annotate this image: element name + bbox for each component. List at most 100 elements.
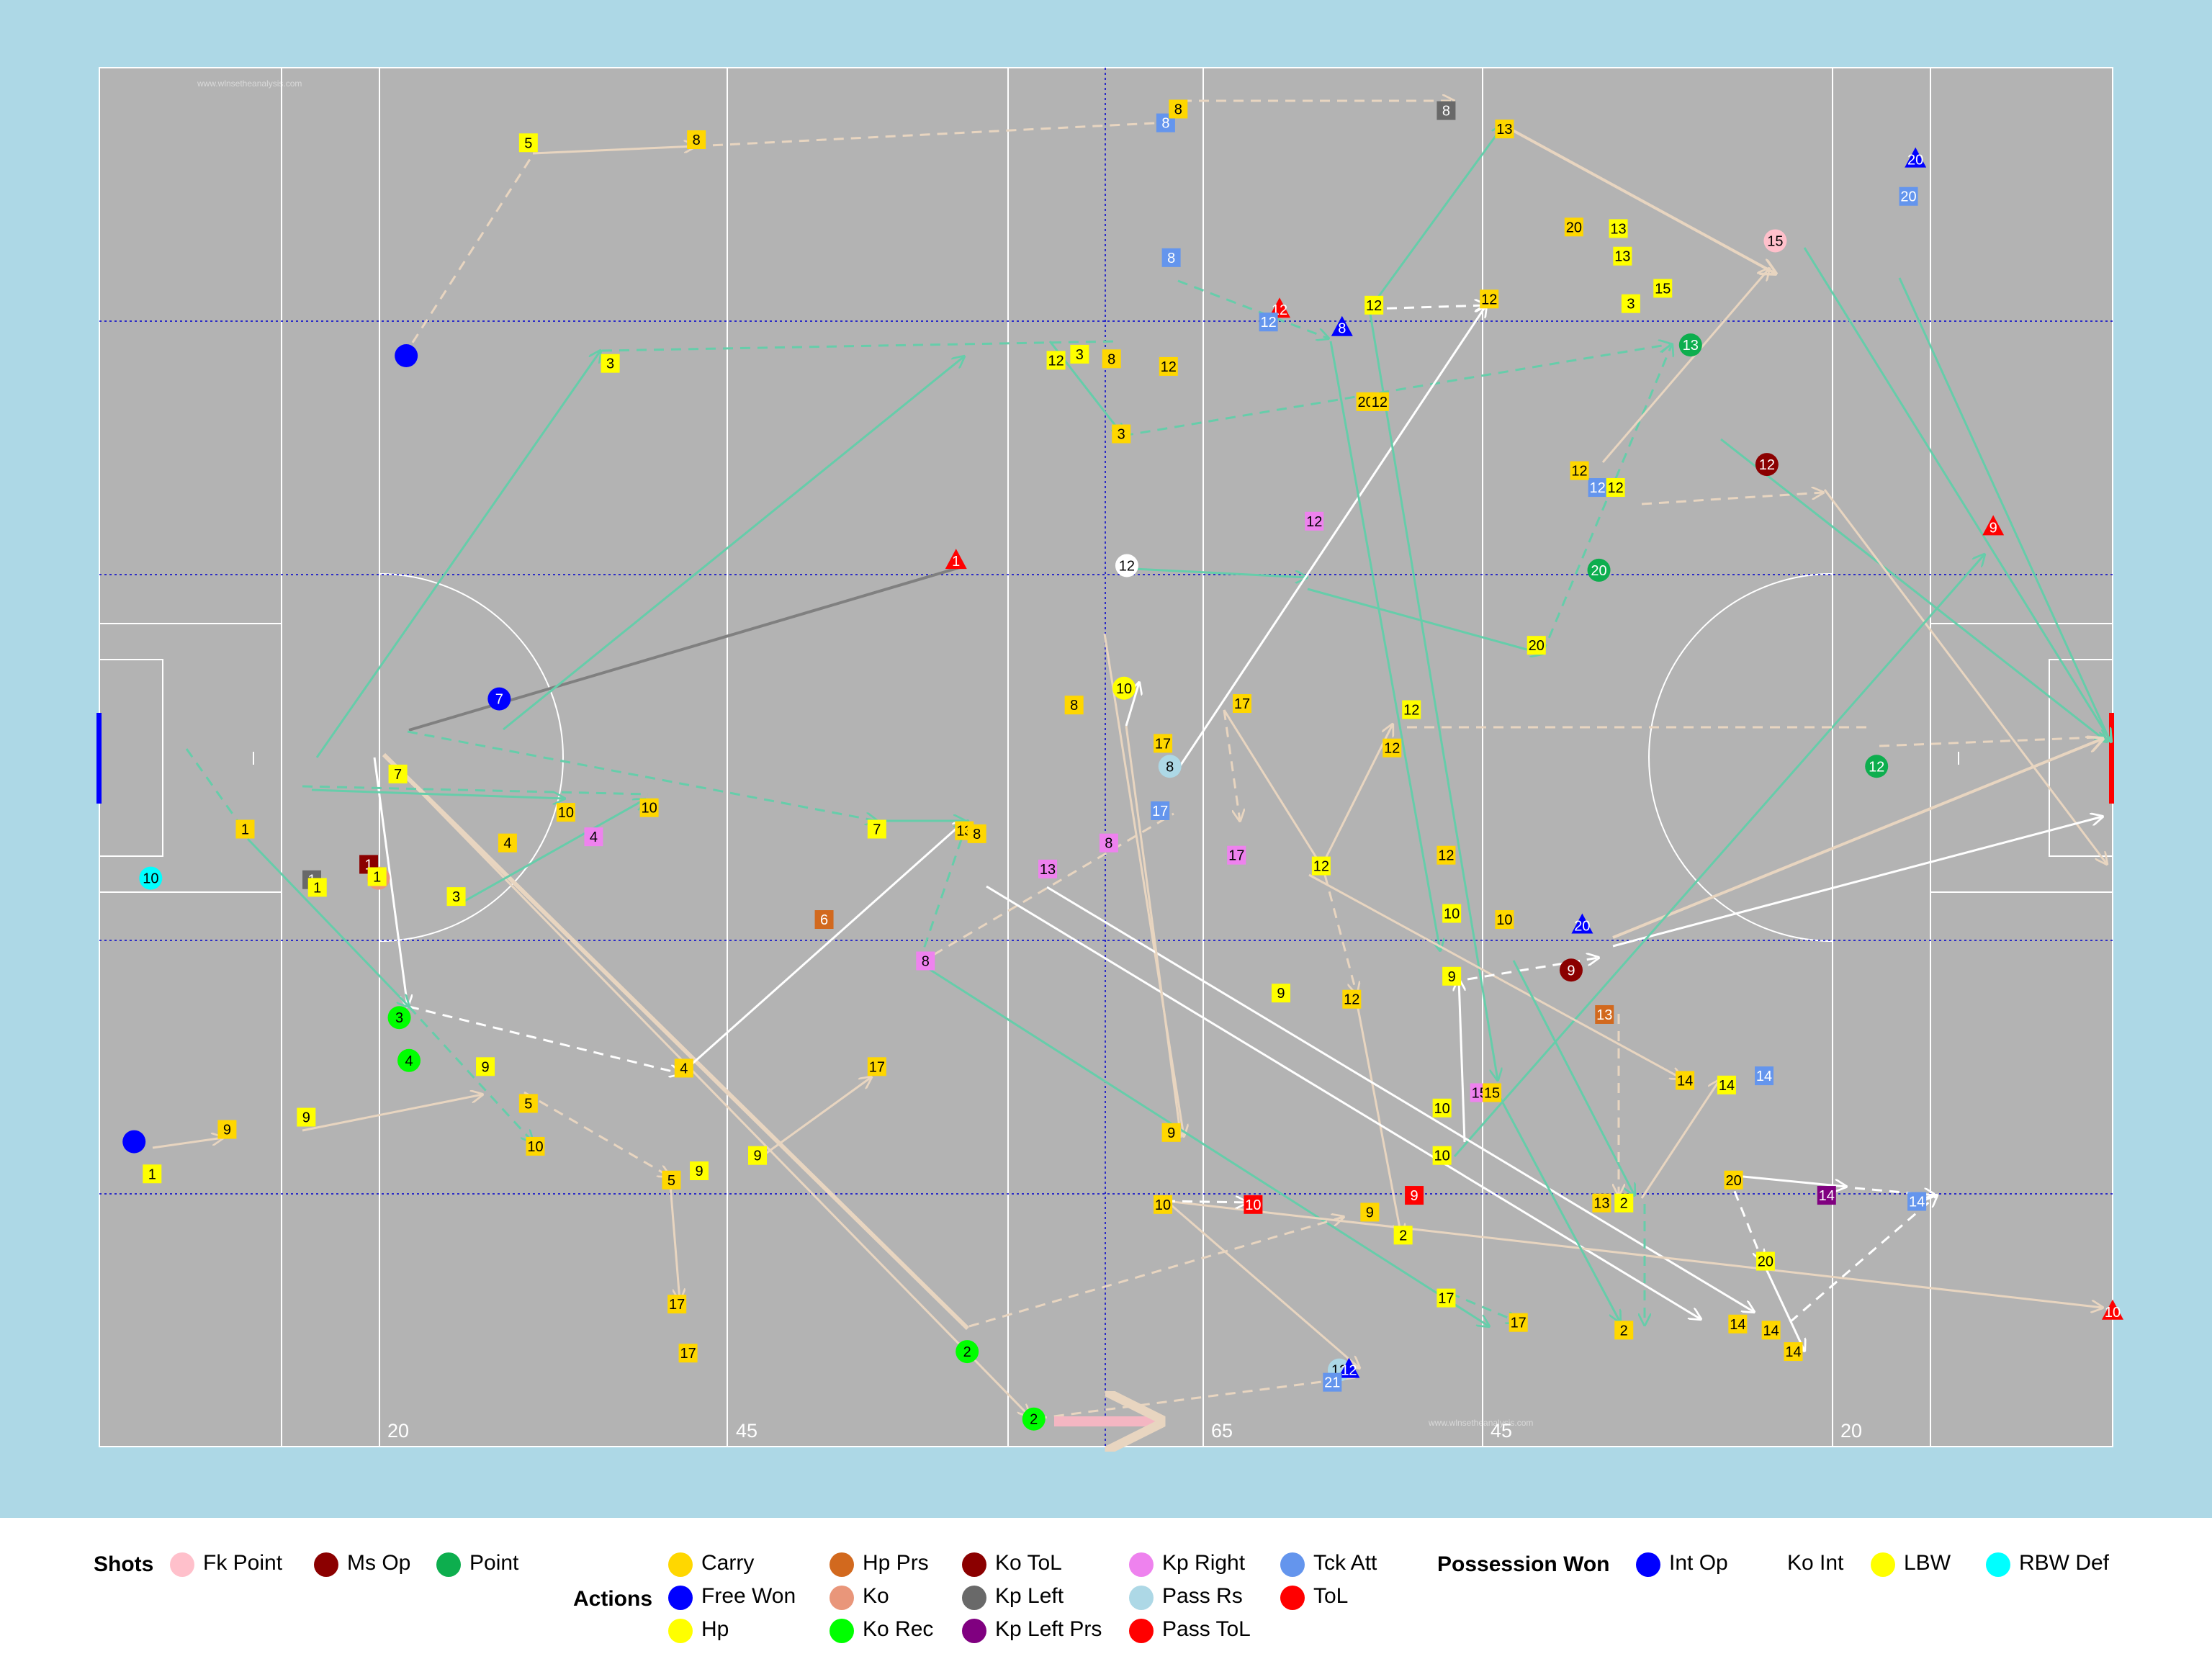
event-marker-kp-right bbox=[916, 951, 935, 971]
event-marker-label: 12 bbox=[1759, 457, 1775, 473]
event-marker-hp bbox=[1614, 1193, 1634, 1213]
event-marker-label: 12 bbox=[1869, 759, 1884, 775]
event-marker-carry bbox=[1483, 1083, 1502, 1102]
event-marker-hp bbox=[1653, 279, 1673, 298]
event-marker-label: 5 bbox=[667, 1173, 675, 1189]
event-marker-label: 14 bbox=[1677, 1073, 1693, 1089]
event-marker-label: 8 bbox=[693, 132, 701, 148]
event-lines bbox=[152, 101, 2111, 1421]
event-marker-tol bbox=[1982, 515, 2005, 536]
event-marker-carry bbox=[1169, 99, 1188, 119]
event-marker-label: 3 bbox=[1627, 297, 1635, 313]
event-marker-label: 9 bbox=[481, 1059, 489, 1075]
event-marker-tck-att bbox=[1151, 801, 1170, 820]
event-marker-kp-right bbox=[1038, 859, 1058, 878]
event-marker-label: 20 bbox=[1758, 1254, 1773, 1270]
event-marker-hp bbox=[1070, 344, 1089, 364]
event-marker-label: 10 bbox=[558, 805, 574, 821]
event-marker-label: 10 bbox=[2105, 1305, 2121, 1321]
legend-label: Kp Right bbox=[1162, 1551, 1246, 1575]
event-marker-label: 10 bbox=[1155, 1197, 1171, 1213]
event-marker-label: 12 bbox=[1260, 315, 1276, 331]
event-marker-label: 21 bbox=[1324, 1375, 1340, 1391]
event-marker-tck-att bbox=[1259, 313, 1278, 332]
event-marker-hp bbox=[601, 354, 620, 373]
event-marker-carry bbox=[1064, 696, 1084, 715]
event-marker-label: 14 bbox=[1756, 1069, 1772, 1084]
event-marker-label: 12 bbox=[1366, 298, 1382, 314]
legend-swatch bbox=[1129, 1586, 1154, 1610]
event-marker-label: 17 bbox=[1511, 1316, 1527, 1331]
event-marker-label: 17 bbox=[1438, 1291, 1454, 1307]
event-marker-kp-right bbox=[1227, 845, 1246, 865]
event-marker-label: 8 bbox=[1442, 104, 1450, 120]
event-marker-hp bbox=[1271, 984, 1290, 1003]
legend-label: Ko Rec bbox=[863, 1617, 934, 1641]
event-marker-label: 12 bbox=[1589, 480, 1605, 496]
distance-label-45-right: 45 bbox=[1491, 1420, 1512, 1442]
event-marker-carry bbox=[217, 1120, 237, 1139]
event-marker-hp-prs bbox=[814, 910, 834, 930]
event-marker-hp bbox=[307, 878, 327, 897]
event-marker-pass-rs bbox=[1158, 755, 1182, 778]
event-marker-carry bbox=[1495, 910, 1514, 930]
event-marker-label: 17 bbox=[669, 1297, 685, 1313]
legend-label: Ko Int bbox=[1787, 1551, 1844, 1575]
event-marker-label: 9 bbox=[1411, 1188, 1419, 1204]
event-marker-label: 10 bbox=[1434, 1148, 1450, 1164]
event-marker-label: 13 bbox=[1496, 122, 1512, 138]
event-marker-label: 6 bbox=[820, 912, 828, 928]
event-marker-label: 14 bbox=[1909, 1195, 1925, 1210]
legend-label: Carry bbox=[701, 1551, 755, 1575]
event-marker-hp bbox=[1046, 351, 1066, 370]
event-marker-label: 10 bbox=[143, 871, 158, 887]
event-marker-label: 12 bbox=[1161, 359, 1177, 375]
legend-label: Kp Left Prs bbox=[995, 1617, 1102, 1641]
event-marker-carry bbox=[678, 1344, 698, 1363]
event-marker-hp bbox=[518, 133, 538, 153]
event-marker-tck-att bbox=[1899, 186, 1918, 206]
event-marker-ko-int bbox=[1115, 554, 1138, 577]
event-marker-label: 8 bbox=[1338, 321, 1346, 337]
event-marker-kp-left bbox=[1437, 101, 1456, 120]
watermark-top: www.wlnsetheanalysis.com bbox=[197, 78, 302, 89]
event-marker-carry bbox=[1570, 461, 1589, 480]
event-marker-label: 15 bbox=[1484, 1085, 1500, 1101]
event-marker-ms-op bbox=[1755, 453, 1779, 477]
event-marker-label: 17 bbox=[1234, 696, 1250, 712]
event-marker-carry bbox=[1676, 1071, 1695, 1090]
event-marker-tck-att bbox=[1588, 478, 1607, 498]
event-marker-label: 8 bbox=[1105, 836, 1112, 852]
event-marker-tck-att bbox=[1161, 248, 1181, 267]
event-marker-label: 7 bbox=[394, 767, 402, 783]
event-marker-hp bbox=[1442, 966, 1462, 986]
event-marker-label: 10 bbox=[1496, 912, 1512, 928]
event-marker-label: 3 bbox=[1076, 347, 1084, 363]
legend-title-possession-won: Possession Won bbox=[1437, 1552, 1610, 1576]
event-marker-label: 1 bbox=[313, 880, 321, 896]
event-marker-carry bbox=[687, 130, 706, 150]
event-marker-tol bbox=[2102, 1299, 2123, 1320]
legend-swatch bbox=[1280, 1586, 1305, 1610]
event-marker-label: 8 bbox=[922, 953, 930, 969]
event-marker-free-won bbox=[1905, 147, 1927, 168]
event-marker-carry bbox=[674, 1058, 693, 1078]
event-marker-label: 1 bbox=[365, 857, 373, 873]
event-marker-label: 12 bbox=[1438, 848, 1454, 864]
event-marker-carry bbox=[1112, 424, 1131, 444]
legend-label: Ms Op bbox=[347, 1551, 411, 1575]
event-marker-tck-att bbox=[1755, 1066, 1774, 1086]
event-marker-label: 13 bbox=[1040, 862, 1056, 878]
distance-label-45-left: 45 bbox=[736, 1420, 757, 1442]
event-marker-label: 2 bbox=[1620, 1323, 1628, 1339]
event-marker-label: 5 bbox=[524, 1096, 532, 1112]
legend-title-actions: Actions bbox=[573, 1587, 653, 1611]
distance-label-65: 65 bbox=[1211, 1420, 1233, 1442]
event-marker-label: 4 bbox=[590, 830, 598, 845]
legend-label: LBW bbox=[1904, 1551, 1951, 1575]
event-marker-label: 12 bbox=[1608, 480, 1624, 496]
event-marker-label: 12 bbox=[1403, 703, 1419, 719]
event-marker-label: 9 bbox=[1990, 520, 1997, 536]
event-marker-hp bbox=[1311, 856, 1331, 876]
event-marker-label: 12 bbox=[1341, 1363, 1357, 1379]
